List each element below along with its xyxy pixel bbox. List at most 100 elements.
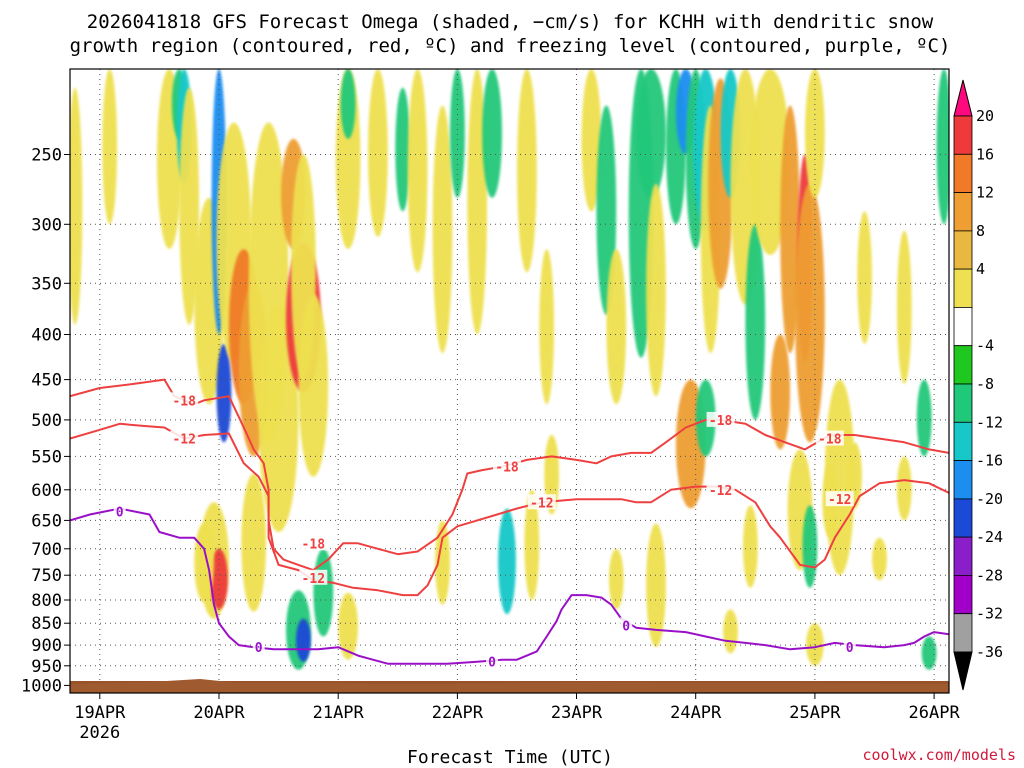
colorbar-label-2: 12 [976,184,994,202]
y-tick-label-11: 800 [31,591,62,611]
y-tick-label-12: 850 [31,614,62,634]
contour-label-bg-1-3 [706,481,735,497]
contour-label-bg-2-1 [252,639,265,655]
contour-label-1-4: -12 [828,493,851,508]
x-tick-sublabel-0: 2026 [79,723,120,743]
omega-cell-29 [581,69,602,212]
omega-cell-48 [805,69,825,198]
contour-label-bg-0-0 [170,392,199,408]
contour-label-bg-1-2 [527,494,556,510]
x-tick-label-3: 22APR [432,703,484,723]
colorbar-box-5 [953,306,973,347]
contour-line-1 [70,422,949,597]
colorbar-box-9 [953,460,973,500]
colorbar-label-9: -20 [976,490,1003,508]
colorbar-label-13: -36 [976,643,1003,661]
omega-cell-72 [770,334,791,450]
contour-label-1-1: -12 [302,572,325,587]
omega-cell-61 [338,592,358,660]
omega-cell-8 [216,343,232,443]
contour-label-1-3: -12 [709,484,732,499]
contour-label-bg-1-4 [825,491,854,507]
contour-label-bg-2-2 [486,653,499,669]
omega-cell-52 [916,379,932,457]
contour-label-bg-2-4 [843,639,856,655]
y-tick-label-10: 750 [31,566,62,586]
omega-cell-70 [723,609,738,654]
omega-cell-24 [450,69,465,198]
x-tick-label-4: 23APR [551,703,603,723]
omega-cell-34 [646,183,666,397]
contour-label-2-2: 0 [488,656,496,671]
omega-cell-19 [340,69,356,139]
omega-cell-27 [517,69,537,273]
y-tick-label-3: 400 [31,326,62,346]
colorbar-label-8: -16 [976,452,1003,470]
contour-label-2-0: 0 [116,506,124,521]
y-tick-label-2: 350 [31,274,62,294]
colorbar-label-5: -4 [976,337,994,355]
contour-layer: -18 -18 -18 -18 -18 -12 -12 -12 -12 -12 0 0 0 0 0 [70,378,949,671]
colorbar-top-arrow [953,79,973,117]
x-tick-label-7: 26APR [909,703,961,723]
colorbar: 20 16 12 8 4 -4 -8 -12 -16 -20 -24 -28 -32 -36 [953,79,1003,691]
omega-cell-64 [524,489,540,600]
colorbar-box-8 [953,421,973,461]
x-axis-title: Forecast Time (UTC) [407,747,613,768]
chart-title-line-2: growth region (contoured, red, ºC) and f… [70,35,951,57]
grid-lines [70,69,949,693]
colorbar-label-4: 4 [976,260,985,278]
colorbar-box-13 [953,613,973,653]
omega-cell-50 [857,211,872,344]
contour-label-bg-1-1 [299,569,328,585]
y-tick-label-1: 300 [31,215,62,235]
colorbar-box-12 [953,575,973,615]
omega-cell-0 [70,87,83,325]
contour-label-bg-2-3 [620,617,633,633]
contour-line-0 [70,378,949,572]
contour-label-1-2: -12 [530,496,553,511]
colorbar-box-0 [953,115,973,155]
omega-cell-66 [608,548,624,610]
contour-label-bg-0-2 [493,458,521,474]
omega-cell-33 [636,69,666,198]
colorbar-label-12: -32 [976,605,1003,623]
contour-label-0-0: -18 [172,394,196,409]
colorbar-box-10 [953,498,973,538]
colorbar-bottom-arrow [953,651,973,691]
plot-frame [69,68,950,694]
y-tick-label-4: 450 [31,371,62,391]
y-tick-label-5: 500 [31,411,62,431]
omega-cell-23 [432,105,453,354]
omega-cell-79 [896,456,912,521]
colorbar-label-1: 16 [976,145,994,163]
omega-cell-67 [646,523,666,648]
y-tick-label-13: 900 [31,636,62,656]
y-tick-label-14: 950 [31,657,62,677]
x-tick-label-1: 20APR [193,703,245,723]
contour-label-bg-2-0 [113,503,126,519]
omega-cell-69 [695,379,716,457]
omega-cell-53 [936,69,949,225]
chart-title-line-1: 2026041818 GFS Forecast Omega (shaded, −… [87,11,934,33]
x-tick-label-5: 24APR [670,703,722,723]
omega-cell-51 [896,230,912,384]
omega-cell-45 [780,105,800,354]
omega-shading-layer [70,69,949,670]
colorbar-box-7 [953,383,973,423]
x-tick-label-0: 19APR [74,703,126,723]
contour-label-0-3: -18 [709,414,733,429]
omega-cell-17 [291,154,316,380]
omega-cell-20 [368,69,388,237]
omega-cell-47 [795,183,825,443]
omega-cell-57 [241,473,267,612]
contour-label-bg-0-3 [706,411,735,427]
omega-cell-26 [482,69,502,198]
x-tick-label-2: 21APR [313,703,365,723]
contour-label-0-4: -18 [818,433,842,448]
y-tick-label-7: 600 [31,481,62,501]
contour-label-2-3: 0 [622,619,630,634]
omega-cell-78 [872,537,887,581]
colorbar-box-6 [953,345,973,385]
